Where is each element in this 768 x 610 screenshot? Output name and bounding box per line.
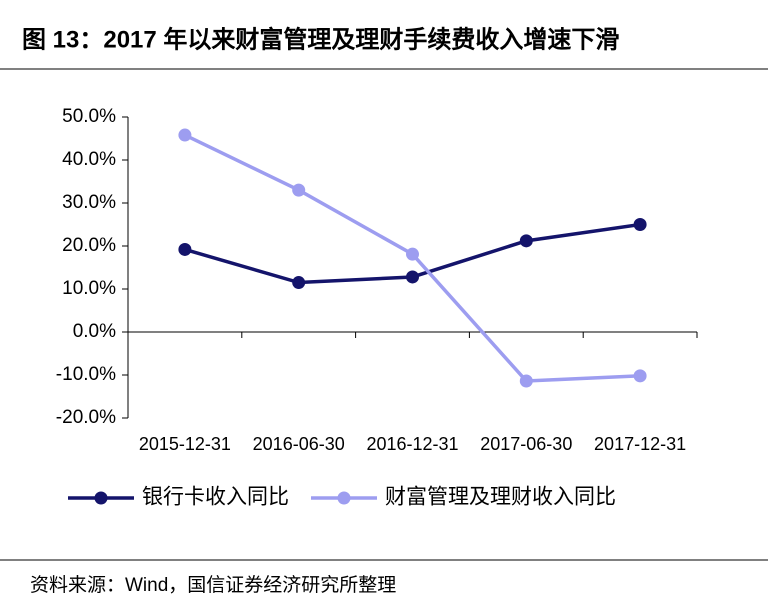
y-tick-label: 40.0%	[62, 149, 116, 170]
point	[633, 218, 647, 231]
point	[178, 128, 192, 142]
y-tick-label: 20.0%	[62, 235, 116, 256]
legend-label: 银行卡收入同比	[142, 486, 289, 509]
y-tick-label: 0.0%	[73, 321, 116, 342]
x-tick-label: 2017-12-31	[594, 434, 686, 454]
y-tick-label: 10.0%	[62, 278, 116, 299]
point	[292, 183, 306, 197]
y-tick-label: 30.0%	[62, 192, 116, 213]
x-tick-label: 2015-12-31	[139, 434, 231, 454]
point	[519, 234, 533, 248]
point	[633, 369, 647, 383]
y-tick-label: -10.0%	[56, 364, 116, 385]
y-tick-label: 50.0%	[62, 106, 116, 127]
y-tick-label: -20.0%	[56, 407, 116, 428]
x-tick-label: 2017-06-30	[480, 434, 572, 454]
legend-marker	[337, 491, 351, 505]
legend-marker	[94, 491, 108, 505]
point	[406, 247, 419, 261]
source: 资料来源：Wind，国信证券经济研究所整理	[30, 574, 396, 596]
x-tick-label: 2016-06-30	[253, 434, 345, 454]
chart-title: 图 13：2017 年以来财富管理及理财手续费收入增速下滑	[22, 25, 619, 53]
point	[519, 374, 533, 388]
point	[406, 270, 419, 284]
legend-label: 财富管理及理财收入同比	[385, 486, 616, 509]
x-tick-label: 2016-12-31	[366, 434, 458, 454]
point	[292, 276, 306, 290]
point	[178, 242, 192, 256]
